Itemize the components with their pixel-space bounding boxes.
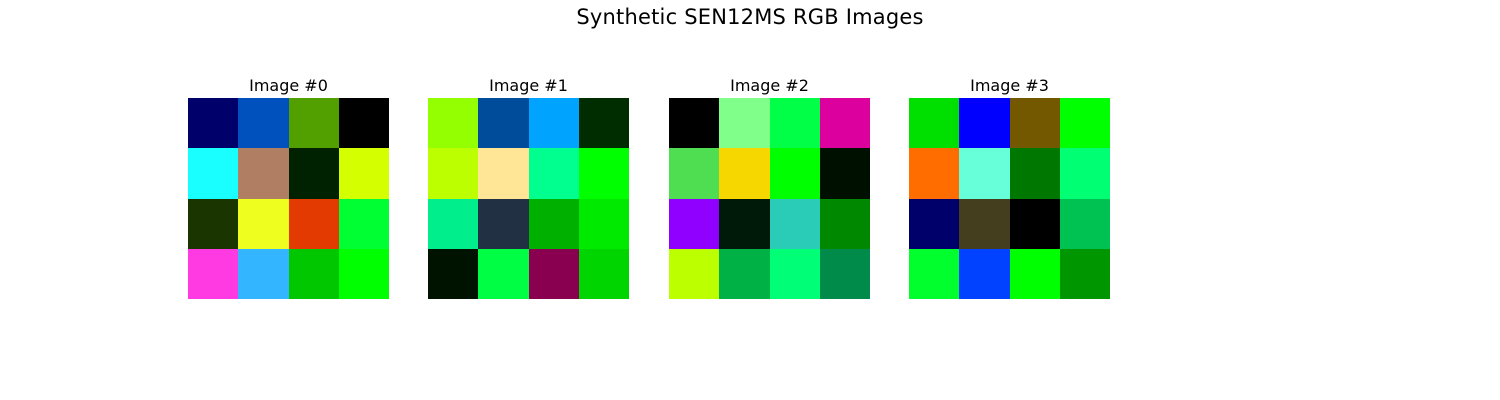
pixel-cell [719,148,770,199]
pixel-cell [288,98,339,149]
pixel-cell [959,248,1010,299]
pixel-cell [238,98,289,149]
image-panel-3: Image #3 [909,76,1110,299]
pixel-cell [1009,148,1060,199]
pixel-cell [288,248,339,299]
pixel-cell [238,198,289,249]
pixel-cell [578,98,629,149]
pixel-cell [909,248,960,299]
pixel-cell [1059,248,1110,299]
pixel-cell [1009,98,1060,149]
image-panel-0: Image #0 [188,76,389,299]
pixel-cell [478,248,529,299]
pixel-cell [719,98,770,149]
pixel-cell [478,98,529,149]
pixel-cell [338,198,389,249]
pixel-cell [669,248,720,299]
pixel-cell [959,148,1010,199]
image-grid-0 [188,98,389,299]
image-title-3: Image #3 [970,76,1049,95]
pixel-cell [238,148,289,199]
pixel-cell [769,248,820,299]
pixel-cell [528,98,579,149]
pixel-cell [959,98,1010,149]
pixel-cell [528,148,579,199]
pixel-cell [288,148,339,199]
pixel-cell [819,98,870,149]
pixel-cell [909,98,960,149]
pixel-cell [338,148,389,199]
pixel-cell [1059,198,1110,249]
pixel-cell [819,198,870,249]
image-title-1: Image #1 [489,76,568,95]
pixel-cell [719,248,770,299]
pixel-cell [338,98,389,149]
pixel-cell [478,148,529,199]
pixel-cell [669,98,720,149]
image-grid-1 [428,98,629,299]
pixel-cell [819,148,870,199]
pixel-cell [188,148,239,199]
pixel-cell [669,198,720,249]
pixel-cell [819,248,870,299]
image-grid-2 [669,98,870,299]
pixel-cell [578,248,629,299]
pixel-cell [528,198,579,249]
pixel-cell [1059,148,1110,199]
pixel-cell [769,98,820,149]
pixel-cell [669,148,720,199]
image-title-2: Image #2 [730,76,809,95]
pixel-cell [909,198,960,249]
pixel-cell [428,248,479,299]
pixel-cell [428,148,479,199]
pixel-cell [288,198,339,249]
pixel-cell [338,248,389,299]
pixel-cell [428,98,479,149]
pixel-cell [188,98,239,149]
pixel-cell [528,248,579,299]
pixel-cell [1009,198,1060,249]
image-panel-1: Image #1 [428,76,629,299]
pixel-cell [1059,98,1110,149]
pixel-cell [188,198,239,249]
pixel-cell [769,198,820,249]
figure-title: Synthetic SEN12MS RGB Images [576,5,924,29]
pixel-cell [188,248,239,299]
image-grid-3 [909,98,1110,299]
image-title-0: Image #0 [249,76,328,95]
pixel-cell [578,148,629,199]
pixel-cell [578,198,629,249]
pixel-cell [238,248,289,299]
pixel-cell [1009,248,1060,299]
pixel-cell [478,198,529,249]
pixel-cell [909,148,960,199]
image-panel-2: Image #2 [669,76,870,299]
pixel-cell [428,198,479,249]
pixel-cell [959,198,1010,249]
pixel-cell [769,148,820,199]
pixel-cell [719,198,770,249]
